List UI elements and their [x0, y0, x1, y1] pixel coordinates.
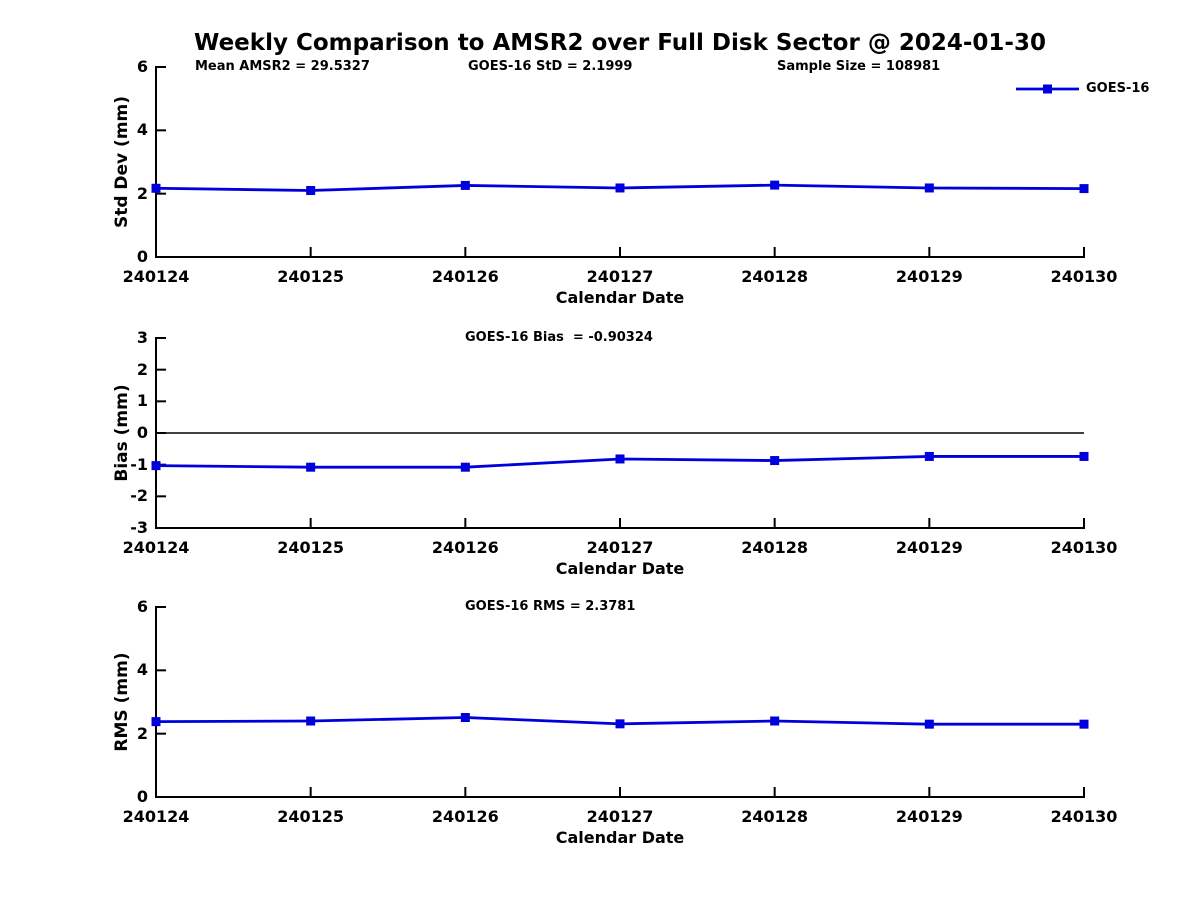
y-tick-label: -1 [130, 454, 148, 474]
y-tick-label: 2 [136, 183, 148, 203]
x-tick-label: 240130 [1050, 807, 1118, 826]
x-tick-label: 240126 [431, 807, 499, 826]
y-axis-label: Std Dev (mm) [112, 95, 132, 229]
data-point-marker [306, 186, 316, 195]
x-tick-label: 240126 [431, 538, 499, 557]
y-tick-label: 0 [136, 247, 148, 266]
x-tick-label: 240129 [895, 807, 963, 826]
x-tick-label: 240124 [122, 538, 190, 557]
y-tick-label: 0 [136, 423, 148, 442]
x-tick-label: 240127 [586, 807, 654, 826]
data-point-marker [615, 454, 625, 464]
y-tick-label: 0 [136, 787, 148, 806]
data-point-marker [615, 719, 625, 729]
data-point-marker [924, 719, 934, 729]
chart-title: Weekly Comparison to AMSR2 over Full Dis… [194, 30, 1046, 56]
y-tick-label: 3 [136, 328, 148, 347]
data-point-marker [460, 180, 470, 190]
y-axis-label: Bias (mm) [112, 384, 132, 482]
legend-label: GOES-16 [1086, 81, 1150, 96]
data-point-marker [306, 716, 316, 726]
y-tick-label: -2 [130, 486, 148, 506]
x-tick-label: 240125 [277, 807, 345, 826]
legend-marker [1043, 84, 1052, 94]
y-tick-label: 4 [136, 120, 148, 140]
data-point-marker [615, 183, 625, 193]
annotation: GOES-16 StD = 2.1999 [468, 59, 633, 74]
y-tick-label: 2 [136, 723, 148, 743]
x-tick-label: 240125 [277, 538, 345, 557]
x-tick-label: 240124 [122, 807, 190, 826]
y-axis-label: RMS (mm) [112, 652, 132, 752]
x-tick-label: 240128 [741, 538, 809, 557]
data-point-marker [924, 183, 934, 193]
x-tick-label: 240129 [895, 267, 963, 286]
data-point-marker [460, 462, 470, 472]
annotation: Mean AMSR2 = 29.5327 [195, 59, 370, 74]
data-point-marker [1079, 719, 1089, 729]
data-point-marker [770, 716, 780, 726]
data-point-marker [1079, 184, 1089, 194]
y-tick-label: 1 [136, 391, 148, 411]
y-tick-label: 6 [136, 597, 148, 616]
data-point-marker [151, 717, 161, 727]
annotation: Sample Size = 108981 [777, 59, 941, 74]
y-tick-label: 6 [136, 57, 148, 76]
x-tick-label: 240130 [1050, 267, 1118, 286]
data-point-marker [460, 713, 470, 723]
data-point-marker [306, 462, 316, 472]
y-tick-label: -3 [130, 518, 148, 537]
y-tick-label: 2 [136, 359, 148, 379]
x-axis-label: Calendar Date [555, 288, 685, 307]
data-point-marker [924, 451, 934, 461]
x-axis-label: Calendar Date [555, 828, 685, 847]
y-tick-label: 4 [136, 660, 148, 680]
x-tick-label: 240124 [122, 267, 190, 286]
x-tick-label: 240128 [741, 267, 809, 286]
data-point-marker [770, 456, 780, 466]
data-point-marker [151, 183, 161, 193]
x-tick-label: 240127 [586, 538, 654, 557]
x-tick-label: 240129 [895, 538, 963, 557]
data-point-marker [1079, 451, 1089, 461]
x-tick-label: 240127 [586, 267, 654, 286]
x-tick-label: 240126 [431, 267, 499, 286]
x-tick-label: 240128 [741, 807, 809, 826]
x-tick-label: 240125 [277, 267, 345, 286]
x-tick-label: 240130 [1050, 538, 1118, 557]
data-point-marker [151, 461, 161, 471]
x-axis-label: Calendar Date [555, 559, 685, 578]
annotation: GOES-16 Bias = -0.90324 [465, 330, 653, 345]
annotation: GOES-16 RMS = 2.3781 [465, 599, 636, 614]
data-point-marker [770, 180, 780, 190]
